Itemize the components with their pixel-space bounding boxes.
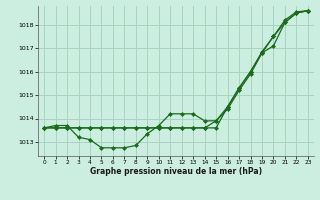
X-axis label: Graphe pression niveau de la mer (hPa): Graphe pression niveau de la mer (hPa) xyxy=(90,167,262,176)
